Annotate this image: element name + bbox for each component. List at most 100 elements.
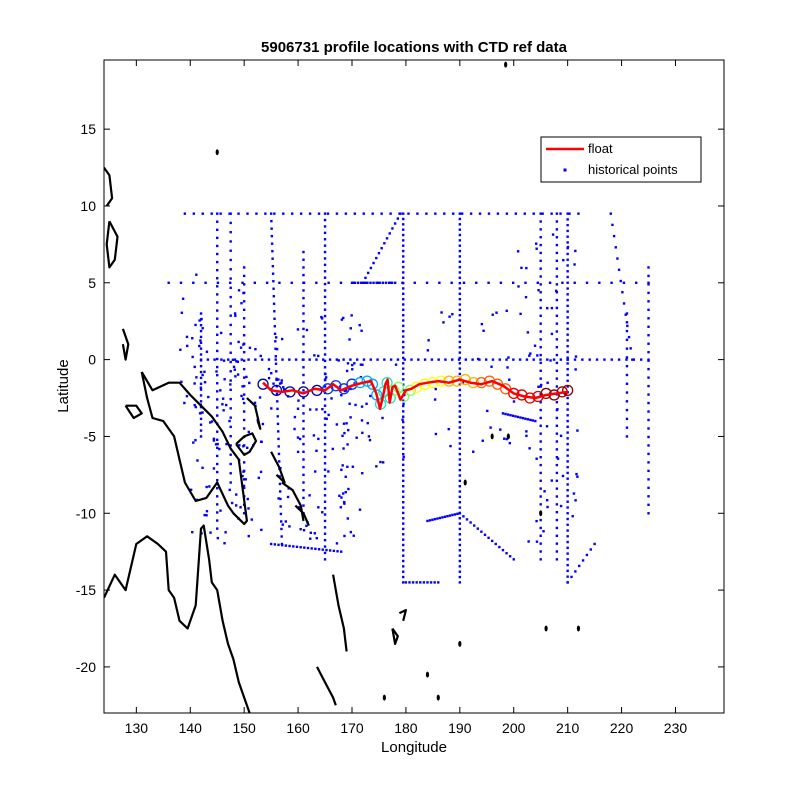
historical-point (226, 358, 230, 361)
historical-point (402, 463, 405, 467)
historical-point (443, 515, 447, 519)
historical-point (566, 270, 569, 273)
historical-point (458, 351, 462, 354)
historical-point (433, 517, 437, 521)
historical-point (242, 478, 246, 481)
historical-point (598, 281, 601, 284)
historical-point (610, 358, 613, 361)
historical-point (309, 531, 313, 534)
historical-point (402, 570, 405, 573)
historical-point (506, 413, 510, 416)
historical-point (460, 212, 464, 215)
historical-point (351, 465, 355, 468)
historical-point (574, 368, 577, 371)
historical-point (216, 325, 219, 328)
historical-point (532, 212, 535, 215)
historical-point (273, 317, 276, 320)
historical-point (271, 272, 275, 275)
historical-point (242, 367, 246, 371)
historical-point (194, 405, 197, 409)
historical-point (396, 217, 400, 220)
historical-point (647, 325, 650, 328)
historical-point (566, 275, 569, 279)
coastline-fiji-2 (398, 608, 407, 622)
coastline-layer (104, 61, 581, 713)
historical-point (216, 252, 219, 256)
historical-point (458, 512, 462, 515)
historical-point (616, 257, 619, 260)
historical-point (199, 335, 203, 339)
historical-point (402, 533, 405, 536)
historical-point (566, 235, 569, 238)
historical-point (458, 249, 462, 253)
historical-point (221, 403, 224, 406)
historical-point (283, 388, 286, 391)
historical-point (402, 431, 405, 434)
historical-point (323, 282, 327, 286)
historical-point (612, 234, 616, 238)
historical-point (458, 436, 462, 440)
historical-point (323, 270, 327, 273)
historical-point (323, 263, 327, 267)
historical-point (451, 312, 454, 316)
historical-point (625, 329, 629, 333)
historical-point (306, 546, 310, 550)
historical-point (561, 281, 564, 284)
historical-point (458, 559, 462, 563)
historical-point (384, 281, 388, 284)
historical-point (216, 495, 219, 498)
historical-point (647, 461, 650, 464)
historical-point (462, 515, 465, 518)
historical-point (203, 381, 207, 384)
historical-point (203, 513, 206, 517)
historical-point (389, 358, 393, 361)
historical-point (322, 358, 325, 361)
historical-point (302, 419, 305, 423)
historical-point (524, 295, 528, 299)
historical-point (448, 514, 452, 517)
historical-point (275, 378, 278, 382)
historical-point (314, 470, 317, 473)
historical-point (297, 506, 301, 509)
historical-point (229, 268, 232, 271)
historical-point (201, 327, 204, 330)
coastline-new-britain (235, 432, 258, 456)
coastline-solomon-1 (270, 451, 286, 484)
historical-point (196, 459, 199, 462)
coastline-new-guinea (140, 371, 248, 526)
historical-point (376, 358, 379, 361)
historical-point (458, 517, 462, 520)
historical-point (548, 281, 552, 284)
historical-point (555, 322, 559, 325)
historical-point (458, 362, 462, 365)
historical-point (267, 358, 271, 361)
historical-point (340, 550, 343, 553)
historical-point (593, 542, 596, 546)
historical-point (539, 267, 542, 270)
y-tick-label: 10 (80, 198, 96, 214)
historical-point (360, 329, 363, 332)
historical-point (532, 358, 535, 361)
historical-point (375, 256, 378, 260)
historical-point (647, 342, 650, 345)
historical-point (521, 416, 525, 420)
historical-point (402, 340, 405, 344)
historical-point (323, 487, 327, 491)
historical-point (210, 420, 214, 423)
historical-point (555, 479, 559, 482)
historical-point (581, 358, 584, 361)
historical-point (242, 325, 246, 328)
historical-point (276, 407, 279, 411)
historical-point (537, 288, 540, 292)
historical-point (555, 487, 559, 490)
historical-point (475, 281, 478, 284)
historical-point (302, 528, 306, 532)
historical-point (545, 499, 549, 502)
historical-point (216, 349, 219, 353)
historical-point (229, 383, 232, 386)
historical-point (419, 581, 422, 584)
historical-point (555, 448, 559, 451)
historical-point (566, 373, 569, 377)
historical-point (216, 462, 219, 466)
historical-point (619, 279, 622, 283)
